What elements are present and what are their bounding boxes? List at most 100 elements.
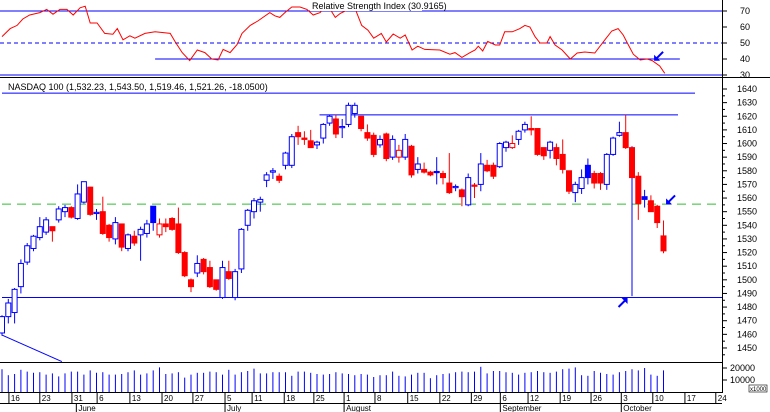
price-tick-label: 1550 xyxy=(737,207,757,217)
candle-body xyxy=(118,223,125,248)
date-tick-label: 29 xyxy=(473,394,482,403)
rsi-tick-label: 40 xyxy=(740,54,750,64)
candle-body xyxy=(477,163,484,185)
candle-body xyxy=(314,141,320,146)
date-tick-label: 23 xyxy=(42,394,51,403)
candle-body xyxy=(610,137,617,155)
candle-body xyxy=(112,222,119,240)
date-tick-label: 1 xyxy=(346,394,351,403)
rsi-title-bg xyxy=(310,1,422,11)
candle-body xyxy=(458,189,465,198)
date-tick-label: 8 xyxy=(377,394,382,403)
candle-body xyxy=(616,132,623,136)
price-tick-label: 1520 xyxy=(737,248,757,258)
candle-body xyxy=(540,147,547,157)
candle-body xyxy=(389,138,396,158)
date-tick-label: 20 xyxy=(164,394,173,403)
candle-body xyxy=(452,185,459,189)
date-tick-label: 25 xyxy=(316,394,325,403)
rsi-tick-label: 60 xyxy=(740,22,750,32)
candle-body xyxy=(515,130,522,140)
price-tick-label: 1460 xyxy=(737,329,757,339)
price-tick-label: 1620 xyxy=(737,111,757,121)
candle-body xyxy=(484,164,491,172)
candle-body xyxy=(11,288,18,314)
candle-body xyxy=(181,252,188,277)
candle-body xyxy=(603,153,610,185)
price-tick-label: 1590 xyxy=(737,152,757,162)
volume-tick-label: 20000 xyxy=(730,363,755,373)
candle-body xyxy=(584,164,591,179)
candle-body xyxy=(0,316,5,334)
candle-body xyxy=(68,207,75,218)
candle-body xyxy=(188,279,194,288)
candle-body xyxy=(24,245,31,263)
candle-body xyxy=(597,173,604,184)
candle-body xyxy=(276,175,283,181)
candle-body xyxy=(55,208,62,221)
candle-body xyxy=(503,141,509,149)
candle-body xyxy=(295,132,302,138)
date-tick-label: 17 xyxy=(687,394,696,403)
candle-body xyxy=(635,175,642,204)
date-tick-label: 16 xyxy=(11,394,20,403)
candle-body xyxy=(383,133,390,160)
rsi-tick-label: 30 xyxy=(740,70,750,80)
candle-body xyxy=(408,145,415,176)
date-tick-label: 6 xyxy=(99,394,104,403)
candle-body xyxy=(43,219,50,233)
candle-body xyxy=(465,177,472,206)
candle-body xyxy=(446,182,453,194)
candle-body xyxy=(244,209,251,226)
candle-body xyxy=(591,173,598,184)
candle-body xyxy=(364,132,371,139)
candle-body xyxy=(641,196,648,200)
candle-body xyxy=(553,147,560,160)
date-tick-label: 27 xyxy=(195,394,204,403)
price-panel xyxy=(0,51,723,363)
candle-body xyxy=(345,104,352,125)
candle-body xyxy=(213,279,220,290)
candle-body xyxy=(326,115,333,124)
volume-unit-box xyxy=(748,384,768,393)
month-label: October xyxy=(623,404,652,412)
candle-body xyxy=(257,198,264,203)
candle-body xyxy=(17,262,24,288)
candle-body xyxy=(307,140,314,149)
rsi-title: Relative Strength Index (30.9165) xyxy=(312,1,447,11)
candle-body xyxy=(660,235,667,252)
date-tick-label: 31 xyxy=(74,394,83,403)
arrow-head xyxy=(654,54,661,61)
candle-body xyxy=(175,223,182,254)
price-tick-label: 1540 xyxy=(737,220,757,230)
annotation-arrow-icon xyxy=(666,194,676,205)
date-tick-label: 10 xyxy=(655,394,664,403)
candle-body xyxy=(402,138,409,158)
date-tick-label: 6 xyxy=(502,394,507,403)
price-tick-label: 1630 xyxy=(737,98,757,108)
candle-body xyxy=(251,200,257,213)
candle-body xyxy=(131,235,138,244)
date-tick-label: 3 xyxy=(623,394,628,403)
volume-unit-label: x1000 xyxy=(750,387,767,393)
candle-body xyxy=(578,177,585,189)
candle-body xyxy=(427,171,434,176)
candle-body xyxy=(414,163,421,170)
month-label: August xyxy=(346,404,372,412)
candle-body xyxy=(99,211,106,234)
price-title: NASDAQ 100 (1,532.23, 1,543.50, 1,519.46… xyxy=(8,82,268,92)
candle-body xyxy=(106,224,113,239)
date-tick-label: 15 xyxy=(410,394,419,403)
date-tick-label: 12 xyxy=(530,394,539,403)
candle-body xyxy=(200,258,207,273)
price-tick-label: 1500 xyxy=(737,275,757,285)
month-label: June xyxy=(78,404,96,412)
candle-body xyxy=(150,205,157,224)
candle-body xyxy=(225,271,232,279)
candle-body xyxy=(87,186,94,215)
candle-body xyxy=(288,136,295,166)
arrow-shaft xyxy=(617,299,627,308)
price-tick-label: 1510 xyxy=(737,261,757,271)
